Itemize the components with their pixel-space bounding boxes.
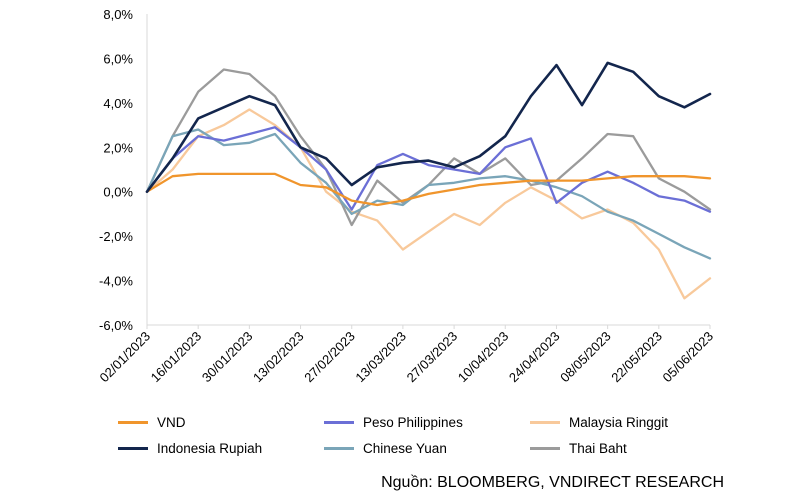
x-tick-label: 22/05/2023	[608, 329, 665, 386]
series-line-peso-philippines	[145, 126, 712, 213]
series-line-thai-baht	[145, 68, 712, 227]
y-tick-label: 2,0%	[103, 140, 133, 155]
x-tick-label: 30/01/2023	[199, 329, 256, 386]
x-tick-label: 13/02/2023	[250, 329, 307, 386]
x-tick-label: 27/03/2023	[404, 329, 461, 386]
source-note: Nguồn: BLOOMBERG, VNDIRECT RESEARCH	[381, 474, 724, 491]
x-tick-label: 27/02/2023	[301, 329, 358, 386]
legend: VND Peso Philippines Malaysia Ringgit Indon…	[118, 412, 758, 468]
y-tick-label: -6,0%	[99, 318, 133, 333]
x-tick-label: 05/06/2023	[659, 329, 716, 386]
series-line-chinese-yuan	[145, 128, 712, 260]
legend-swatch	[324, 446, 354, 450]
y-tick-label: -2,0%	[99, 229, 133, 244]
series-line-indonesia-rupiah	[145, 61, 712, 193]
legend-item: Malaysia Ringgit	[530, 412, 668, 432]
legend-label: Indonesia Rupiah	[157, 440, 263, 456]
legend-swatch	[118, 420, 148, 424]
y-axis: -6,0% -4,0% -2,0% 0,0% 2,0% 4,0% 6,0% 8,0%	[99, 7, 148, 333]
line-chart: -6,0% -4,0% -2,0% 0,0% 2,0% 4,0% 6,0% 8,0% 02/0…	[96, 7, 716, 386]
y-tick-label: -4,0%	[99, 274, 133, 289]
x-tick-label: 08/05/2023	[557, 329, 614, 386]
y-tick-label: 4,0%	[103, 96, 133, 111]
legend-item: VND	[118, 412, 186, 432]
x-axis: 02/01/202316/01/202330/01/202313/02/2023…	[96, 324, 716, 386]
series-layer	[145, 61, 712, 300]
legend-label: Peso Philippines	[363, 414, 463, 430]
legend-item: Indonesia Rupiah	[118, 438, 262, 458]
series-line-vnd	[145, 172, 712, 207]
legend-label: Chinese Yuan	[363, 440, 447, 456]
x-tick-label: 02/01/2023	[96, 329, 153, 386]
legend-label: Thai Baht	[569, 440, 627, 456]
x-tick-label: 16/01/2023	[148, 329, 205, 386]
y-tick-label: 0,0%	[103, 185, 133, 200]
legend-swatch	[324, 420, 354, 424]
legend-item: Chinese Yuan	[324, 438, 447, 458]
legend-label: VND	[157, 414, 186, 430]
legend-swatch	[530, 420, 560, 424]
x-tick-label: 24/04/2023	[506, 329, 563, 386]
y-tick-label: 6,0%	[103, 51, 133, 66]
x-tick-label: 13/03/2023	[352, 329, 409, 386]
legend-swatch	[118, 446, 148, 450]
x-tick-label: 10/04/2023	[455, 329, 512, 386]
legend-swatch	[530, 446, 560, 450]
legend-label: Malaysia Ringgit	[569, 414, 669, 430]
y-tick-label: 8,0%	[103, 7, 133, 22]
legend-item: Peso Philippines	[324, 412, 463, 432]
legend-item: Thai Baht	[530, 438, 627, 458]
